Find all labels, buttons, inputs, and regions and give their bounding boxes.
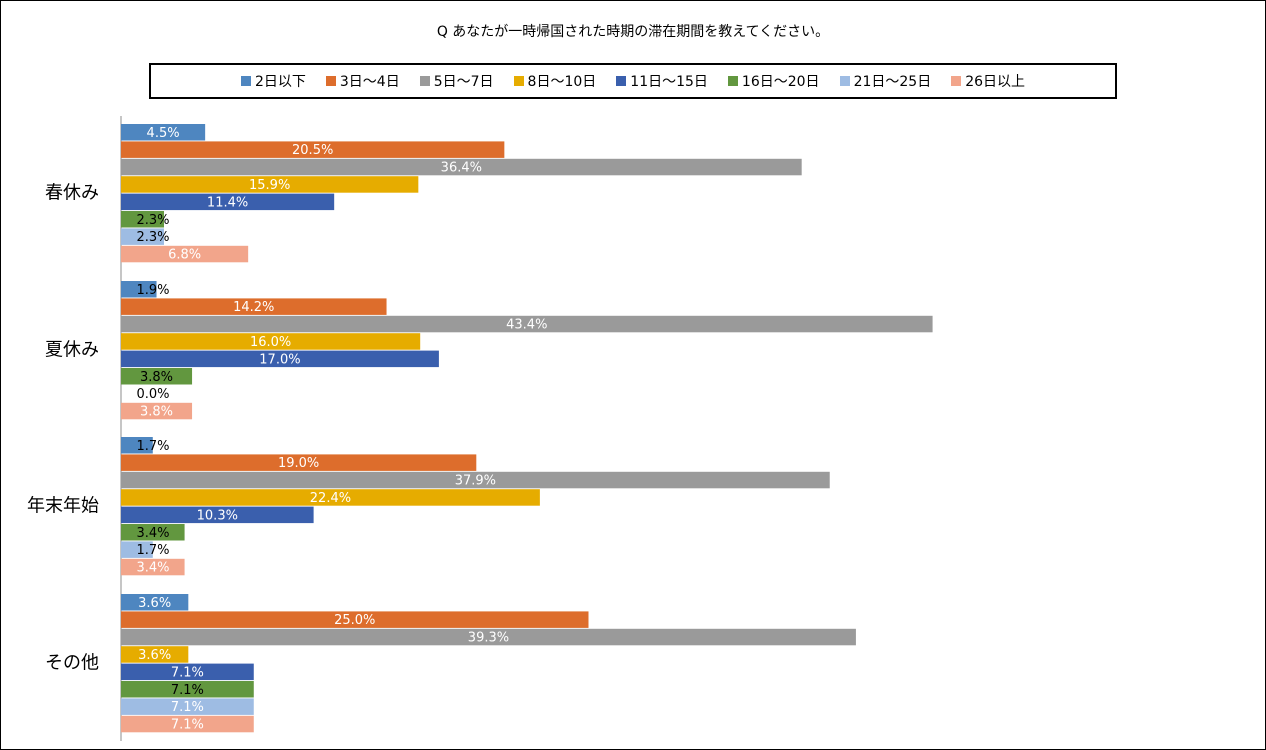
bar (121, 471, 830, 489)
bar (121, 211, 165, 228)
legend-swatch (325, 76, 336, 86)
legend-item-6: 21日～25日 (839, 71, 932, 91)
data-label: 19.0% (278, 456, 319, 471)
bar (121, 663, 254, 681)
data-label: 3.6% (138, 596, 171, 611)
data-label: 6.8% (168, 248, 201, 263)
category-label: その他 (45, 653, 99, 674)
legend-label: 21日～25日 (853, 74, 932, 90)
data-label: 36.4% (441, 161, 482, 176)
legend-label: 16日～20日 (741, 74, 820, 90)
legend-item-3: 8日～10日 (513, 71, 597, 91)
bar (121, 193, 335, 211)
bar (121, 681, 254, 698)
bar (121, 333, 421, 350)
bar (121, 124, 206, 141)
bar (121, 611, 589, 628)
bar (121, 350, 439, 368)
legend-swatch (616, 76, 627, 86)
chart-legend: 2日以下 3日～4日 5日～7日 8日～10日 11日～15日 16日～20日 21日～25… (149, 63, 1117, 99)
bar (121, 506, 314, 524)
bar (121, 698, 254, 715)
category-label: 夏休み (45, 340, 99, 361)
bar (121, 489, 540, 506)
legend-swatch (951, 76, 962, 86)
data-label: 2.3% (136, 230, 169, 245)
data-label: 17.0% (259, 352, 300, 367)
data-label: 11.4% (207, 195, 248, 210)
data-label: 1.7% (136, 439, 169, 454)
legend-swatch (513, 76, 524, 86)
legend-item-4: 11日～15日 (616, 71, 708, 91)
data-label: 15.9% (249, 178, 290, 193)
bar (121, 245, 249, 263)
legend-label: 11日～15日 (630, 74, 708, 90)
legend-item-0: 2日以下 (240, 71, 306, 91)
data-label: 37.9% (455, 474, 496, 489)
data-label: 7.1% (171, 700, 204, 715)
data-label: 14.2% (233, 300, 274, 315)
legend-label: 2日以下 (254, 74, 306, 90)
category-label: 春休み (45, 183, 99, 204)
legend-item-2: 5日～7日 (419, 71, 494, 91)
data-label: 0.0% (136, 387, 169, 402)
legend-item-1: 3日～4日 (325, 71, 400, 91)
data-label: 1.9% (136, 283, 169, 298)
bar (121, 176, 419, 193)
bar (121, 524, 185, 541)
legend-item-5: 16日～20日 (727, 71, 820, 91)
data-label: 43.4% (506, 318, 547, 333)
bar (121, 158, 802, 176)
bar (121, 628, 856, 646)
category-label: 年末年始 (27, 496, 99, 517)
data-label: 25.0% (334, 613, 375, 628)
legend-swatch (419, 76, 430, 86)
bar (121, 315, 933, 333)
data-label: 7.1% (171, 665, 204, 680)
bar (121, 281, 157, 298)
bar (121, 558, 185, 576)
data-label: 39.3% (468, 631, 509, 646)
bar (121, 368, 193, 385)
legend-label: 5日～7日 (433, 74, 494, 90)
bar (121, 541, 153, 558)
data-label: 20.5% (292, 143, 333, 158)
data-label: 4.5% (147, 126, 180, 141)
legend-item-7: 26日以上 (951, 71, 1025, 91)
bar (121, 715, 254, 733)
data-label: 3.6% (138, 648, 171, 663)
data-label: 7.1% (171, 683, 204, 698)
bar (121, 646, 189, 663)
bar (121, 228, 165, 245)
legend-label: 26日以上 (965, 74, 1026, 90)
data-label: 3.4% (136, 526, 169, 541)
data-label: 3.4% (136, 561, 169, 576)
legend-swatch (727, 76, 738, 86)
bar (121, 141, 505, 158)
legend-swatch (839, 76, 850, 86)
data-label: 16.0% (250, 335, 291, 350)
bar (121, 437, 153, 454)
legend-label: 8日～10日 (527, 74, 597, 90)
data-label: 10.3% (197, 508, 238, 523)
data-label: 7.1% (171, 718, 204, 733)
data-label: 22.4% (310, 491, 351, 506)
legend-swatch (240, 76, 251, 86)
bar (121, 402, 193, 420)
bar (121, 298, 387, 315)
bar (121, 594, 189, 611)
data-label: 3.8% (140, 370, 173, 385)
bar (121, 454, 477, 471)
data-label: 3.8% (140, 405, 173, 420)
data-label: 2.3% (136, 213, 169, 228)
chart-title: Q あなたが一時帰国された時期の滞在期間を教えてください。 (436, 24, 830, 40)
data-label: 1.7% (136, 543, 169, 558)
legend-label: 3日～4日 (339, 74, 400, 90)
